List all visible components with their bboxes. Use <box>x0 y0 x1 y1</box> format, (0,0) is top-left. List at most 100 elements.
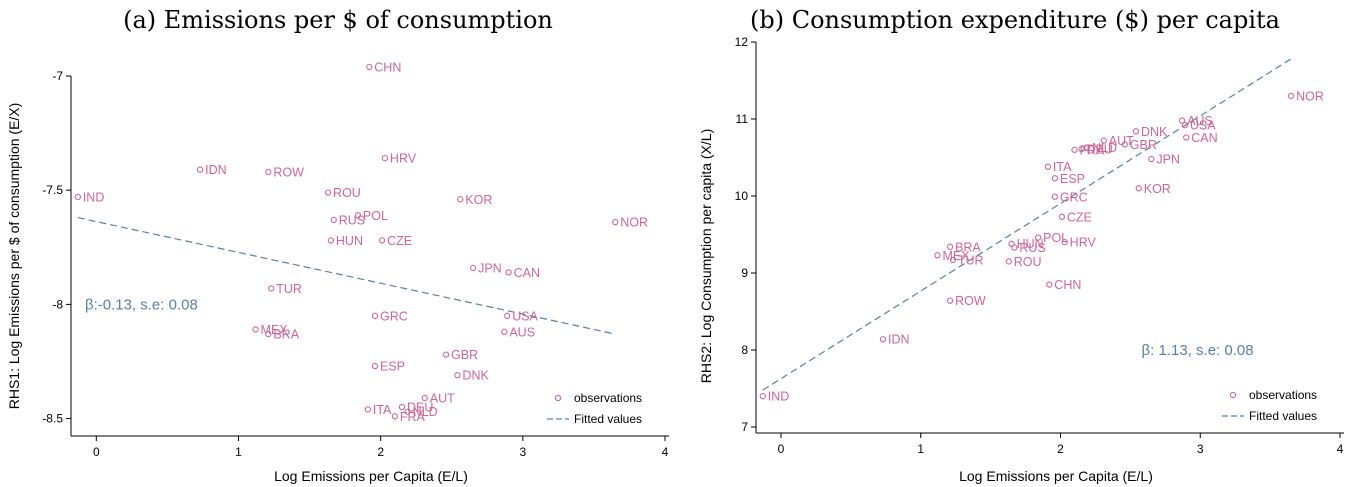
panel-a-point-tur <box>268 285 275 292</box>
panel-b-point-label-pol: POL <box>1043 231 1068 245</box>
panel-a-y-tick-label: -8.5 <box>42 412 63 426</box>
panel-b-point-hrv <box>1061 239 1068 246</box>
panel-a-point-mex <box>252 326 259 333</box>
panel-a-point-label-deu: DEU <box>407 401 433 415</box>
panel-b-point-label-nor: NOR <box>1296 89 1324 103</box>
panel-a-point-label-row: ROW <box>273 165 304 179</box>
panel-b-point-fra <box>1071 146 1078 153</box>
panel-a-point-label-fra: FRA <box>400 410 426 424</box>
panel-b-x-axis-label: Log Emissions per Capita (E/L) <box>959 468 1153 484</box>
panel-a-point-label-gbr: GBR <box>451 348 478 362</box>
panel-b-x-tick-label: 4 <box>1337 442 1344 456</box>
panel-a-point-idn <box>196 166 204 173</box>
panel-b-point-label-fra: FRA <box>1079 143 1105 157</box>
panel-a-point-jpn <box>469 264 477 271</box>
panel-a-point-pol <box>354 212 362 219</box>
panel-b-point-label-dnk: DNK <box>1141 125 1168 139</box>
panel-b-title: (b) Consumption expenditure ($) per capi… <box>750 6 1280 34</box>
panel-b-point-cze <box>1058 213 1066 220</box>
panel-a-x-axis-label: Log Emissions per Capita (E/L) <box>274 468 468 484</box>
panel-b-point-chn <box>1046 281 1053 288</box>
panel-b-point-label-bra: BRA <box>955 240 981 254</box>
panel-b-point-label-gbr: GBR <box>1130 138 1157 152</box>
panel-b-point-label-row: ROW <box>955 294 986 308</box>
panel-a-point-label-bra: BRA <box>273 328 299 342</box>
panel-a-point-rou <box>324 189 332 196</box>
panel-a: (a) Emissions per $ of consumption Log E… <box>6 6 669 484</box>
panel-b-point-bra <box>946 243 954 250</box>
panel-b-legend-fitted: Fitted values <box>1249 409 1317 423</box>
panel-a-point-label-grc: GRC <box>380 309 408 323</box>
panel-b-point-rou <box>1005 258 1012 265</box>
panel-a-point-aut <box>421 394 428 402</box>
panel-b-x-tick-label: 3 <box>1197 442 1204 456</box>
panel-a-plot-area: 0 1 2 3 4 -8.5 -8 -7.5 -7 CHN HRV IDN ROW IND ROU KOR PO… <box>42 60 669 459</box>
panel-b-point-jpn <box>1148 155 1155 163</box>
panel-a-y-tick-label: -7 <box>52 69 63 83</box>
panel-b-legend-observations: observations <box>1249 388 1317 402</box>
panel-a-x-tick-label: 4 <box>662 445 669 459</box>
panel-b-point-label-aus: AUS <box>1187 114 1213 128</box>
panel-a-point-label-rou: ROU <box>333 186 361 200</box>
panel-a-point-grc <box>371 312 379 319</box>
panel-a-point-esp <box>371 362 379 370</box>
panel-b-point-label-idn: IDN <box>888 333 910 347</box>
panel-a-point-label-dnk: DNK <box>462 369 489 383</box>
panel-a-point-kor <box>457 196 464 203</box>
panel-b-y-tick-label: 11 <box>736 112 749 126</box>
panel-b-fitted-line <box>762 58 1292 391</box>
panel-a-point-label-ind: IND <box>83 191 105 205</box>
panel-a-point-nor <box>612 219 619 226</box>
panel-a-point-label-jpn: JPN <box>478 261 502 275</box>
panel-a-x-tick-label: 1 <box>235 445 242 459</box>
panel-b-y-tick-label: 9 <box>741 266 748 280</box>
panel-a-point-label-mex: MEX <box>261 323 289 337</box>
panel-a-point-label-idn: IDN <box>205 163 227 177</box>
panel-a-point-label-rus: RUS <box>339 213 365 227</box>
panel-a-point-label-hun: HUN <box>336 234 363 248</box>
panel-b-point-aus <box>1178 117 1186 124</box>
panel-b-point-label-rou: ROU <box>1014 255 1042 269</box>
panel-a-point-gbr <box>442 351 450 358</box>
panel-b-point-nor <box>1287 92 1295 100</box>
panel-b-point-can <box>1183 134 1190 141</box>
panel-a-point-aus <box>501 328 508 335</box>
panel-a-point-label-usa: USA <box>512 309 538 323</box>
panel-a-point-label-aut: AUT <box>430 392 455 406</box>
panel-a-y-tick-label: -8 <box>52 297 63 311</box>
panel-b-point-idn <box>879 336 887 343</box>
panel-b-point-label-esp: ESP <box>1060 172 1085 186</box>
panel-a-y-axis-label: RHS1: Log Emissions per $ of consumption… <box>6 103 22 410</box>
panel-b-point-label-cze: CZE <box>1067 210 1092 224</box>
panel-a-point-label-aus: AUS <box>509 325 535 339</box>
panel-a-x-tick-label: 2 <box>377 445 384 459</box>
panel-b-point-ita <box>1044 163 1052 170</box>
panel-b-point-label-nld: NLD <box>1092 141 1117 155</box>
panel-b-point-label-grc: GRC <box>1060 190 1088 204</box>
panel-b-point-label-chn: CHN <box>1054 278 1081 292</box>
panel-b-point-label-deu: DEU <box>1086 143 1112 157</box>
panel-a-x-tick-label: 0 <box>93 445 100 459</box>
panel-b-point-usa <box>1181 122 1189 129</box>
panel-a-beta-annotation: β:-0.13, s.e: 0.08 <box>85 296 198 313</box>
panel-a-point-row <box>265 168 272 176</box>
panel-a-point-ita <box>364 406 372 413</box>
panel-a-x-tick-label: 3 <box>519 445 526 459</box>
panel-b-point-mex <box>934 252 941 259</box>
panel-a-fitted-line <box>77 217 616 335</box>
panel-b-point-nld <box>1083 144 1091 151</box>
panel-b-y-axis-label: RHS2: Log Consumption per capita (X/L) <box>698 129 714 383</box>
panel-b-point-label-tur: TUR <box>958 253 984 267</box>
panel-b-point-label-usa: USA <box>1190 119 1216 133</box>
panel-b-point-deu <box>1078 145 1085 153</box>
panel-a-y-tick-label: -7.5 <box>42 183 63 197</box>
panel-a-point-cze <box>378 237 386 244</box>
panel-a-legend-fitted: Fitted values <box>574 412 642 426</box>
panel-b-point-label-hun: HUN <box>1017 237 1044 251</box>
panel-a-title: (a) Emissions per $ of consumption <box>123 6 553 34</box>
panel-b-point-label-ita: ITA <box>1053 160 1072 174</box>
panel-a-point-bra <box>265 330 272 338</box>
panel-b-legend-marker <box>1229 391 1237 399</box>
